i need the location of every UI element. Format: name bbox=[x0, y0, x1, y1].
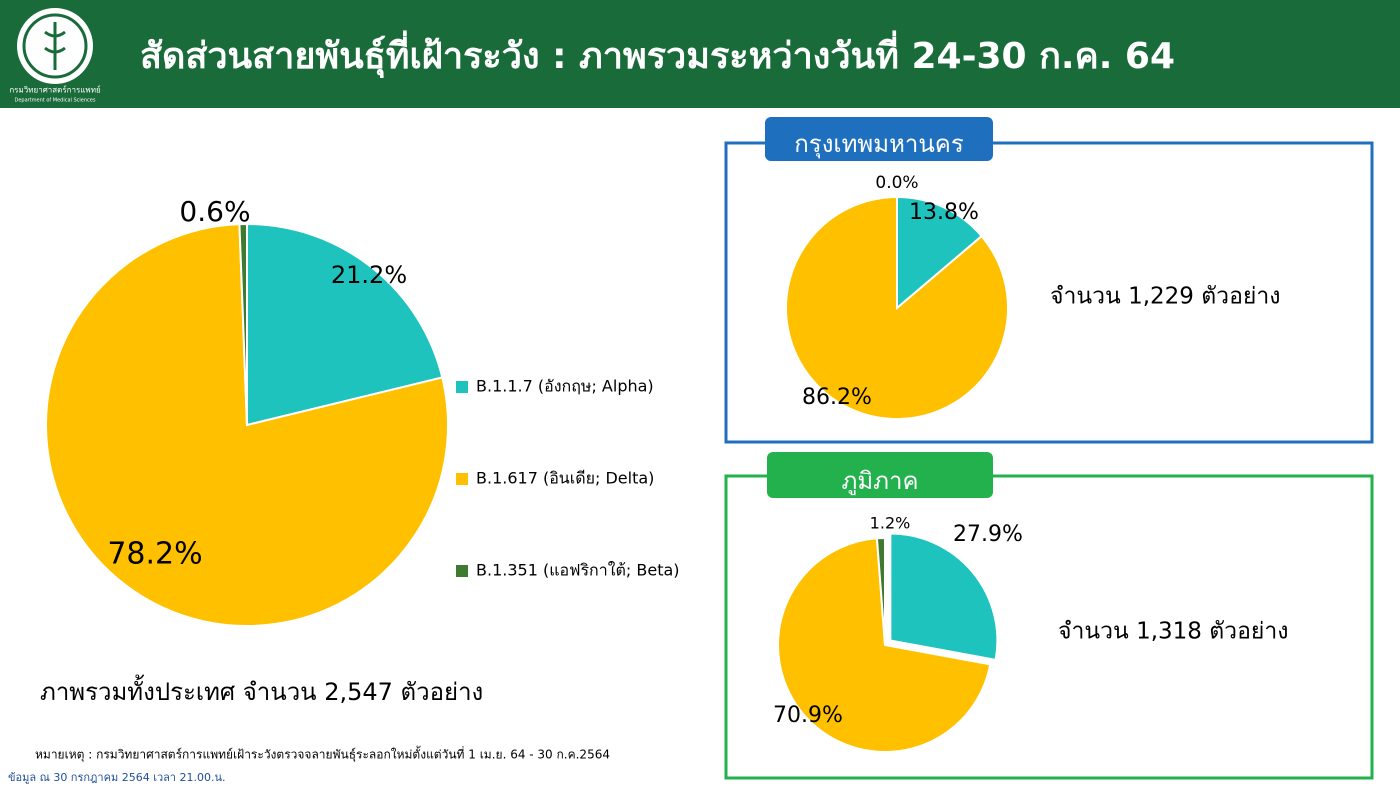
data-label: 78.2% bbox=[107, 537, 202, 572]
legend-label: B.1.617 (อินเดีย; Delta) bbox=[476, 469, 654, 488]
region-box bbox=[724, 474, 1374, 780]
logo-name-en: Department of Medical Sciences bbox=[15, 98, 96, 104]
pie-slice bbox=[45, 223, 449, 627]
source: ข้อมูล ณ 30 กรกฎาคม 2564 เวลา 21.00.น. bbox=[8, 771, 226, 784]
logo: กรมวิทยาศาสตร์การแพทย์ Department of Med… bbox=[9, 8, 101, 104]
bangkok-tab bbox=[765, 117, 993, 161]
bangkok-caption: จำนวน 1,229 ตัวอย่าง bbox=[1050, 284, 1281, 310]
national-caption: ภาพรวมทั้งประเทศ จำนวน 2,547 ตัวอย่าง bbox=[40, 674, 483, 706]
logo-name-th: กรมวิทยาศาสตร์การแพทย์ bbox=[9, 85, 100, 95]
data-label: 0.6% bbox=[179, 195, 250, 228]
header-bar bbox=[0, 0, 1400, 108]
data-label: 1.2% bbox=[870, 514, 911, 533]
pie-slice bbox=[889, 532, 999, 662]
slide-title: สัดส่วนสายพันธุ์ที่เฝ้าระวัง : ภาพรวมระห… bbox=[140, 30, 1175, 79]
logo-emblem bbox=[44, 22, 66, 70]
legend-label: B.1.1.7 (อังกฤษ; Alpha) bbox=[476, 377, 654, 396]
region-caption: จำนวน 1,318 ตัวอย่าง bbox=[1058, 619, 1289, 645]
pie-slice bbox=[238, 222, 248, 426]
data-label: 0.0% bbox=[875, 173, 918, 193]
data-label: 27.9% bbox=[953, 522, 1023, 547]
legend-label: B.1.351 (แอฟริกาใต้; Beta) bbox=[476, 561, 680, 580]
legend-swatch bbox=[456, 473, 468, 485]
pie-slice bbox=[777, 537, 992, 753]
region-title: ภูมิภาค bbox=[842, 467, 919, 496]
data-label: 70.9% bbox=[773, 703, 843, 728]
legend-swatch bbox=[456, 381, 468, 393]
bangkok-box bbox=[724, 141, 1374, 444]
pie-slice bbox=[246, 222, 444, 427]
footnote: หมายเหตุ : กรมวิทยาศาสตร์การแพทย์เฝ้าระว… bbox=[35, 746, 610, 763]
data-label: 13.8% bbox=[909, 200, 979, 225]
data-label: 86.2% bbox=[802, 385, 872, 410]
region-tab bbox=[767, 452, 993, 498]
data-label: 21.2% bbox=[331, 261, 407, 289]
logo-ring bbox=[22, 13, 88, 79]
pie-slice bbox=[896, 195, 984, 311]
pie-slice bbox=[875, 536, 886, 646]
bangkok-title: กรุงเทพมหานคร bbox=[794, 130, 964, 159]
legend-swatch bbox=[456, 565, 468, 577]
